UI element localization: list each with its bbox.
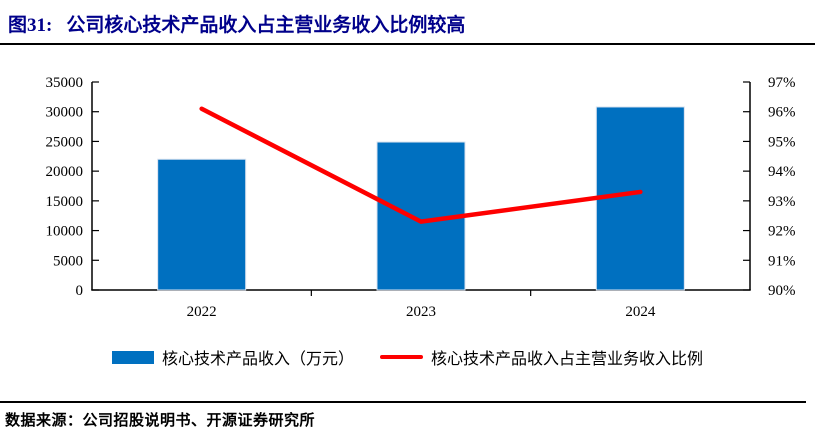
combo-chart: 0 5000 10000 15000 20000 25000 30000 35000 90% 91… — [46, 75, 796, 320]
line-legend-swatch — [380, 354, 423, 360]
right-axis-tick-label: 90% — [768, 283, 796, 299]
right-axis-tick-label: 94% — [768, 164, 796, 180]
x-axis-category-label: 2022 — [187, 304, 217, 320]
figure-label: 图31: — [8, 15, 53, 36]
right-axis-tick-label: 93% — [768, 194, 796, 210]
bar-legend-swatch — [111, 350, 154, 364]
left-axis-tick-label: 25000 — [46, 134, 84, 150]
bar-legend-label: 核心技术产品收入（万元） — [161, 351, 354, 368]
right-axis-tick-label: 97% — [768, 75, 796, 91]
right-axis-tick-label: 95% — [768, 134, 796, 150]
right-axis-tick-label: 96% — [768, 105, 796, 121]
x-axis-category-label: 2024 — [625, 304, 656, 320]
data-source-text: 数据来源：公司招股说明书、开源证券研究所 — [5, 412, 316, 429]
line-legend-label: 核心技术产品收入占主营业务收入比例 — [431, 351, 704, 368]
left-axis-tick-label: 0 — [76, 283, 84, 299]
chart-legend: 核心技术产品收入（万元） 核心技术产品收入占主营业务收入比例 — [0, 346, 815, 368]
legend-item-bar-series: 核心技术产品收入（万元） — [111, 345, 354, 369]
left-axis-tick-label: 5000 — [53, 253, 83, 269]
left-axis-tick-label: 30000 — [46, 105, 84, 121]
footer-divider — [0, 401, 806, 403]
title-divider — [0, 43, 815, 45]
left-axis-tick-label: 15000 — [46, 194, 84, 210]
left-axis-tick-label: 20000 — [46, 164, 84, 180]
figure-title: 公司核心技术产品收入占主营业务收入比例较高 — [66, 15, 466, 36]
left-axis-tick-label: 10000 — [46, 224, 84, 240]
chart-canvas: 0 5000 10000 15000 20000 25000 30000 35000 90% 91… — [0, 45, 815, 337]
bar-2022 — [157, 158, 247, 291]
right-axis-tick-label: 91% — [768, 253, 796, 269]
x-axis-category-label: 2023 — [406, 304, 436, 320]
left-axis-tick-label: 35000 — [46, 75, 84, 91]
bar-2024 — [595, 106, 685, 291]
figure-header: 图31: 公司核心技术产品收入占主营业务收入比例较高 — [0, 0, 815, 38]
ratio-line — [199, 106, 643, 224]
legend-item-line-series: 核心技术产品收入占主营业务收入比例 — [380, 345, 703, 369]
right-axis-tick-label: 92% — [768, 224, 796, 240]
